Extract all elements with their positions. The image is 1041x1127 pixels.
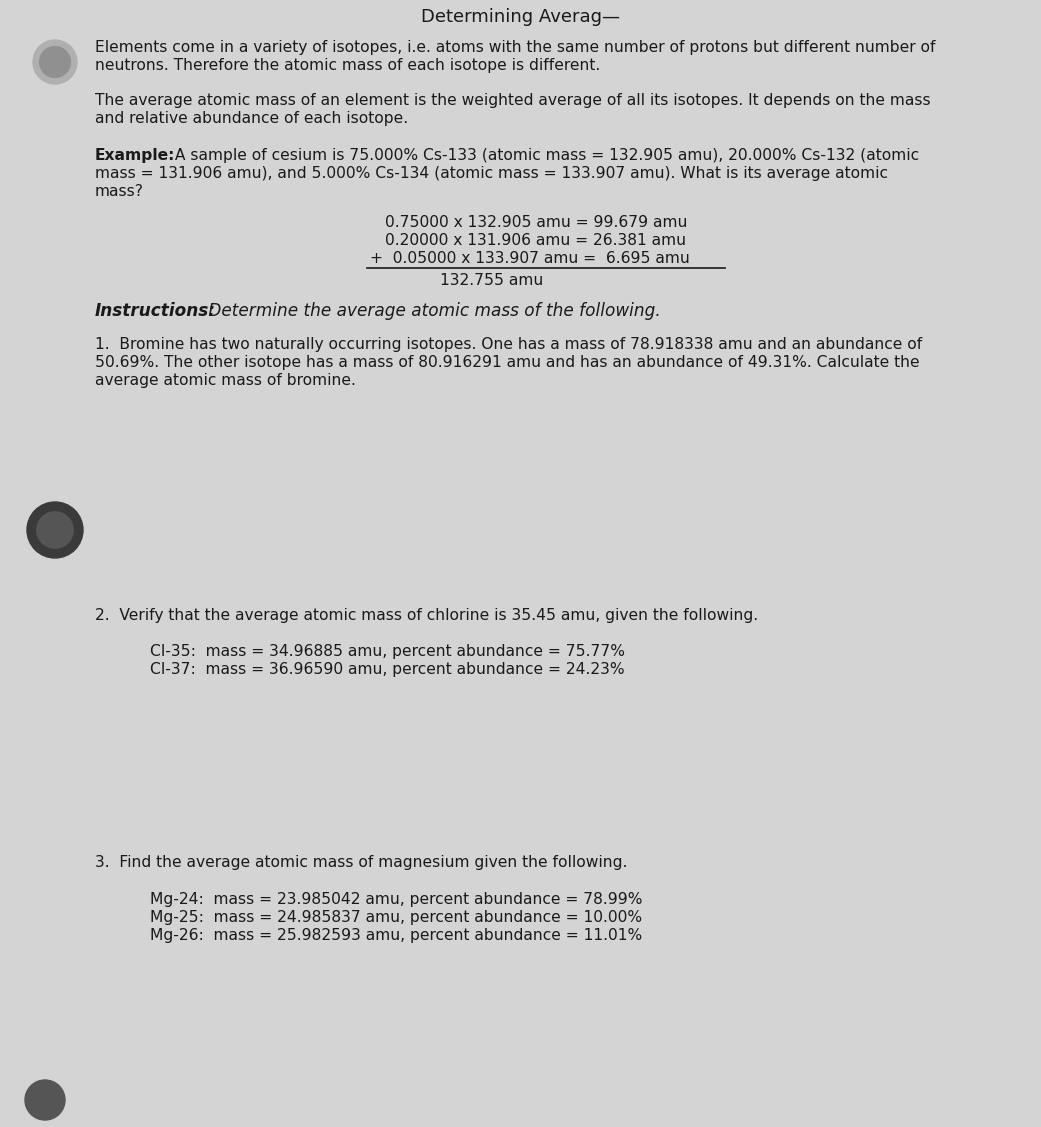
Text: Instructions:: Instructions: xyxy=(95,302,215,320)
Text: Elements come in a variety of isotopes, i.e. atoms with the same number of proto: Elements come in a variety of isotopes, … xyxy=(95,39,936,55)
Text: Mg-24:  mass = 23.985042 amu, percent abundance = 78.99%: Mg-24: mass = 23.985042 amu, percent abu… xyxy=(150,891,642,907)
Text: 0.75000 x 132.905 amu = 99.679 amu: 0.75000 x 132.905 amu = 99.679 amu xyxy=(385,215,687,230)
Text: Mg-25:  mass = 24.985837 amu, percent abundance = 10.00%: Mg-25: mass = 24.985837 amu, percent abu… xyxy=(150,909,642,925)
Circle shape xyxy=(40,46,71,78)
Text: neutrons. Therefore the atomic mass of each isotope is different.: neutrons. Therefore the atomic mass of e… xyxy=(95,57,601,73)
Text: and relative abundance of each isotope.: and relative abundance of each isotope. xyxy=(95,110,408,126)
Text: 132.755 amu: 132.755 amu xyxy=(440,273,543,289)
Text: Mg-26:  mass = 25.982593 amu, percent abundance = 11.01%: Mg-26: mass = 25.982593 amu, percent abu… xyxy=(150,928,642,943)
Text: Determine the average atomic mass of the following.: Determine the average atomic mass of the… xyxy=(203,302,661,320)
Text: 3.  Find the average atomic mass of magnesium given the following.: 3. Find the average atomic mass of magne… xyxy=(95,855,628,870)
Text: 50.69%. The other isotope has a mass of 80.916291 amu and has an abundance of 49: 50.69%. The other isotope has a mass of … xyxy=(95,355,919,370)
Text: Cl-35:  mass = 34.96885 amu, percent abundance = 75.77%: Cl-35: mass = 34.96885 amu, percent abun… xyxy=(150,644,625,659)
Text: Example:: Example: xyxy=(95,148,175,163)
Circle shape xyxy=(33,39,77,85)
Text: 2.  Verify that the average atomic mass of chlorine is 35.45 amu, given the foll: 2. Verify that the average atomic mass o… xyxy=(95,607,758,623)
Circle shape xyxy=(27,502,83,558)
Text: 1.  Bromine has two naturally occurring isotopes. One has a mass of 78.918338 am: 1. Bromine has two naturally occurring i… xyxy=(95,337,922,352)
Text: mass?: mass? xyxy=(95,184,144,199)
Text: The average atomic mass of an element is the weighted average of all its isotope: The average atomic mass of an element is… xyxy=(95,94,931,108)
Text: Determining Averag—: Determining Averag— xyxy=(421,8,620,26)
Text: mass = 131.906 amu), and 5.000% Cs-134 (atomic mass = 133.907 amu). What is its : mass = 131.906 amu), and 5.000% Cs-134 (… xyxy=(95,166,888,181)
Text: +  0.05000 x 133.907 amu =  6.695 amu: + 0.05000 x 133.907 amu = 6.695 amu xyxy=(370,251,690,266)
Circle shape xyxy=(36,512,73,548)
Circle shape xyxy=(25,1080,65,1120)
Text: 0.20000 x 131.906 amu = 26.381 amu: 0.20000 x 131.906 amu = 26.381 amu xyxy=(385,233,686,248)
Text: average atomic mass of bromine.: average atomic mass of bromine. xyxy=(95,373,356,388)
Text: Cl-37:  mass = 36.96590 amu, percent abundance = 24.23%: Cl-37: mass = 36.96590 amu, percent abun… xyxy=(150,662,625,677)
Text: A sample of cesium is 75.000% Cs-133 (atomic mass = 132.905 amu), 20.000% Cs-132: A sample of cesium is 75.000% Cs-133 (at… xyxy=(170,148,919,163)
